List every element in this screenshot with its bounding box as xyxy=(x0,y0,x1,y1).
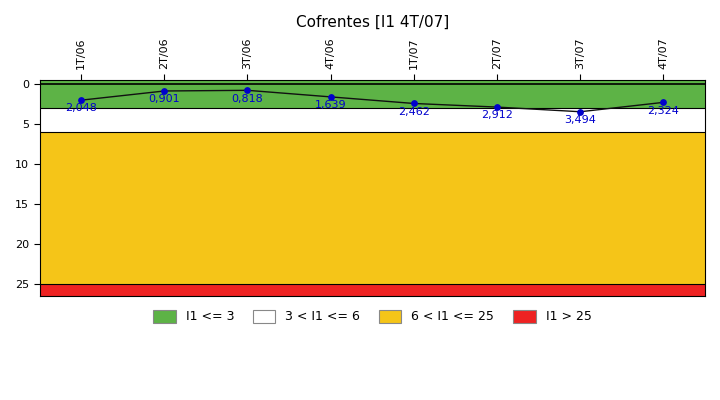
Legend: I1 <= 3, 3 < I1 <= 6, 6 < I1 <= 25, I1 > 25: I1 <= 3, 3 < I1 <= 6, 6 < I1 <= 25, I1 >… xyxy=(148,305,596,328)
Text: 2,324: 2,324 xyxy=(647,106,680,116)
Bar xyxy=(40,84,705,108)
Bar xyxy=(40,108,705,132)
Point xyxy=(158,88,170,94)
Point xyxy=(657,99,669,106)
Title: Cofrentes [I1 4T/07]: Cofrentes [I1 4T/07] xyxy=(296,15,449,30)
Text: 0,818: 0,818 xyxy=(232,94,264,104)
Bar xyxy=(40,132,705,284)
Point xyxy=(575,108,586,115)
Point xyxy=(325,94,336,100)
Point xyxy=(76,97,87,103)
Point xyxy=(408,100,420,107)
Point xyxy=(491,104,503,110)
Bar xyxy=(40,80,705,84)
Text: 3,494: 3,494 xyxy=(564,115,596,125)
Text: 1,639: 1,639 xyxy=(315,100,346,110)
Text: 2,048: 2,048 xyxy=(66,103,97,113)
Text: 0,901: 0,901 xyxy=(148,94,180,104)
Text: 2,912: 2,912 xyxy=(481,110,513,120)
Point xyxy=(242,87,253,94)
Text: 2,462: 2,462 xyxy=(398,107,430,117)
Bar xyxy=(40,284,705,296)
